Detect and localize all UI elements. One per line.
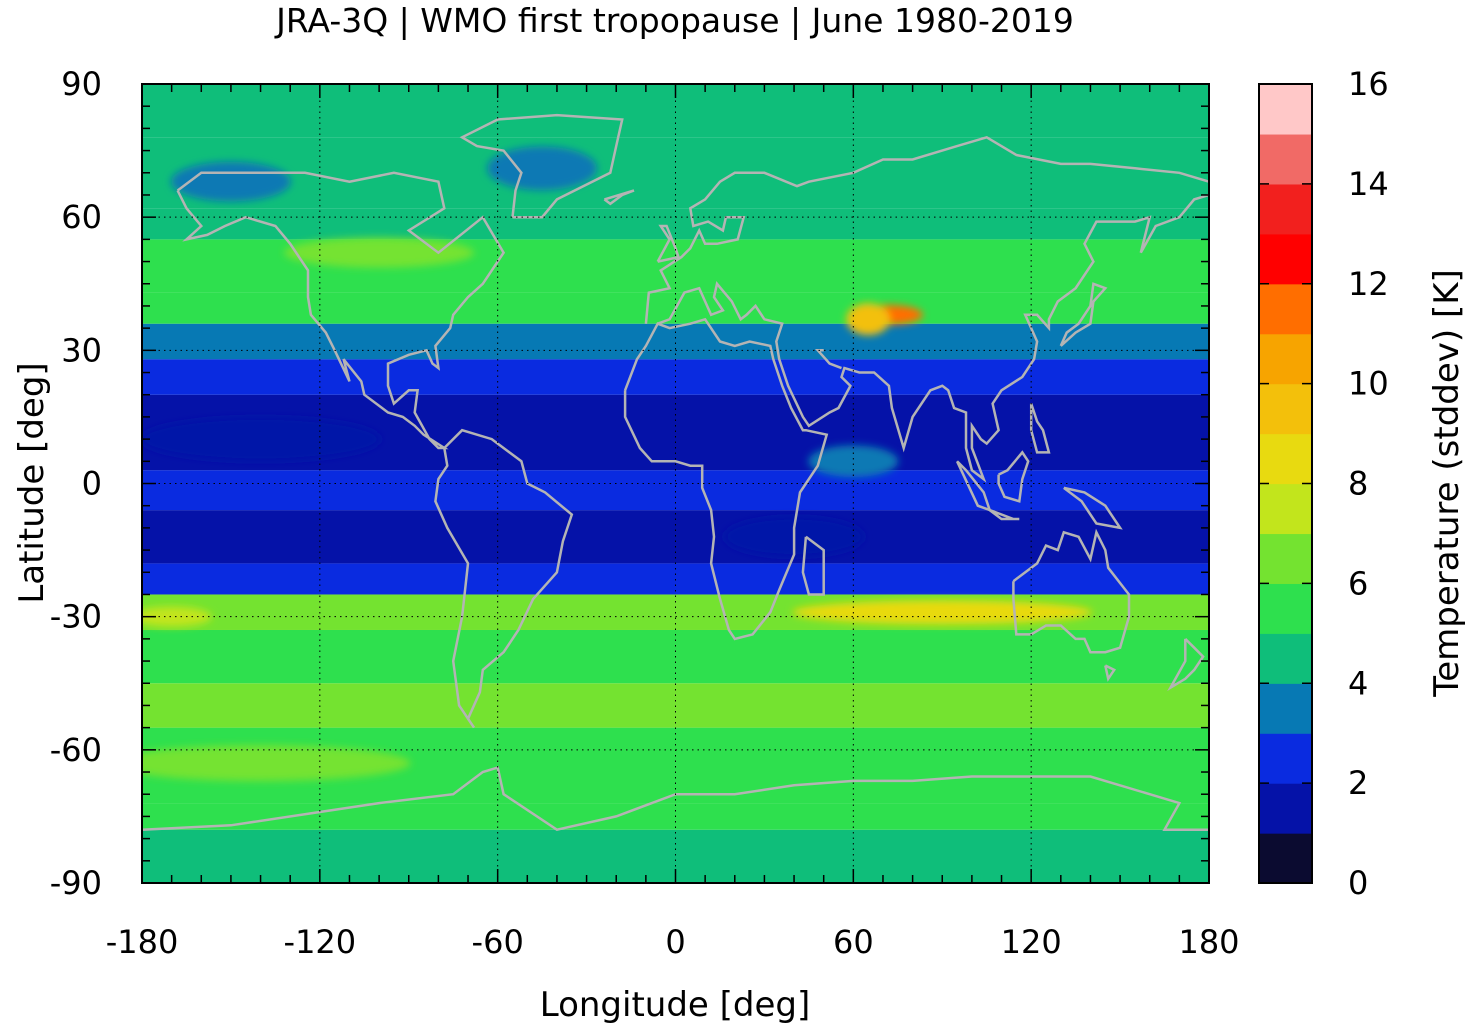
colorbar-tick-label: 14 — [1348, 165, 1389, 203]
colorbar-segment-0 — [1259, 833, 1312, 884]
y-tick-label: -30 — [50, 598, 102, 636]
x-tick-label: -60 — [472, 923, 524, 961]
x-axis-label: Longitude [deg] — [540, 985, 811, 1025]
colorbar-segment-2 — [1259, 733, 1312, 784]
colorbar-label: Temperature (stddev) [K] — [1427, 269, 1467, 698]
feature-1 — [846, 303, 891, 336]
y-tick-label: 0 — [82, 465, 102, 503]
grid-lines — [142, 84, 1209, 883]
zonal-band-8 — [142, 470, 1209, 511]
feature-9 — [142, 417, 381, 462]
y-tick-label: 90 — [61, 65, 102, 103]
y-tick-label: -90 — [50, 864, 102, 902]
colorbar-tick-label: 10 — [1348, 365, 1389, 403]
coastline-2 — [459, 113, 624, 219]
coastline-16 — [1029, 403, 1051, 454]
y-axis-label: Latitude [deg] — [12, 362, 52, 603]
x-tick-label: 60 — [833, 923, 874, 961]
zonal-band-14 — [142, 208, 1209, 240]
colorbar-segment-10 — [1259, 333, 1312, 385]
y-tick-labels: 90 60 30 0 -30 -60 -90 — [50, 65, 102, 902]
colorbar-tick-label: 2 — [1348, 764, 1368, 802]
coastline-18 — [603, 189, 635, 206]
zonal-band-3 — [142, 683, 1209, 728]
colorbar-segment-5 — [1259, 583, 1312, 634]
plot-area — [142, 84, 1209, 883]
coastline-6 — [657, 193, 1209, 483]
colorbar — [1259, 84, 1312, 884]
feature-3 — [142, 606, 212, 627]
colorbar-segment-7 — [1259, 483, 1312, 535]
colorbar-segment-1 — [1259, 783, 1312, 834]
coastline-10 — [1167, 638, 1205, 692]
colorbar-ticks: 16 14 12 10 8 6 4 2 0 — [1259, 65, 1389, 902]
coastline-9 — [1104, 664, 1117, 682]
colorbar-segment-8 — [1259, 433, 1312, 485]
colorbar-segment-13 — [1259, 183, 1312, 235]
colorbar-segment-6 — [1259, 533, 1312, 584]
coastline-3 — [623, 317, 829, 641]
colorbar-segment-9 — [1259, 383, 1312, 435]
y-tick-label: -60 — [50, 731, 102, 769]
coastline-5 — [644, 135, 1209, 324]
feature-5 — [284, 237, 475, 268]
feature-2 — [792, 600, 1093, 625]
coastline-15 — [1059, 282, 1108, 347]
coastline-12 — [988, 508, 1020, 521]
x-tick-label: 120 — [1001, 923, 1062, 961]
chart-title: JRA-3Q | WMO first tropopause | June 198… — [274, 1, 1074, 40]
zonal-band-7 — [142, 510, 1209, 564]
colorbar-tick-label: 0 — [1348, 864, 1368, 902]
coastline-11 — [955, 460, 992, 513]
x-tick-label: -180 — [106, 923, 179, 961]
colorbar-segment-12 — [1259, 233, 1312, 285]
feature-6 — [487, 146, 598, 191]
y-tick-label: 60 — [61, 198, 102, 236]
coastline-17 — [656, 224, 681, 263]
colorbar-tick-label: 6 — [1348, 564, 1368, 602]
feature-8 — [808, 445, 899, 478]
x-tick-label: 180 — [1178, 923, 1239, 961]
colorbar-segment-4 — [1259, 633, 1312, 684]
colorbar-tick-label: 4 — [1348, 664, 1368, 702]
colorbar-tick-label: 12 — [1348, 265, 1389, 303]
y-tick-label: 30 — [61, 331, 102, 369]
colorbar-tick-label: 16 — [1348, 65, 1389, 103]
coastline-8 — [1012, 528, 1131, 654]
coastline-19 — [142, 766, 1209, 832]
coastline-13 — [997, 450, 1030, 503]
colorbar-segment-11 — [1259, 283, 1312, 335]
coastline-4 — [801, 535, 825, 596]
colorbar-tick-label: 8 — [1348, 465, 1368, 503]
feature-4 — [142, 745, 411, 782]
coastline-7 — [815, 349, 842, 370]
colorbar-segment-14 — [1259, 133, 1312, 185]
colorbar-segment-15 — [1259, 84, 1312, 135]
x-tick-label: 0 — [665, 923, 685, 961]
axis-ticks — [141, 83, 1210, 884]
coastlines — [142, 113, 1209, 832]
x-tick-labels: -180 -120 -60 0 60 120 180 — [106, 923, 1240, 961]
x-tick-label: -120 — [284, 923, 357, 961]
colorbar-segment-3 — [1259, 683, 1312, 734]
coastline-14 — [1063, 486, 1123, 530]
coastline-0 — [176, 171, 506, 450]
